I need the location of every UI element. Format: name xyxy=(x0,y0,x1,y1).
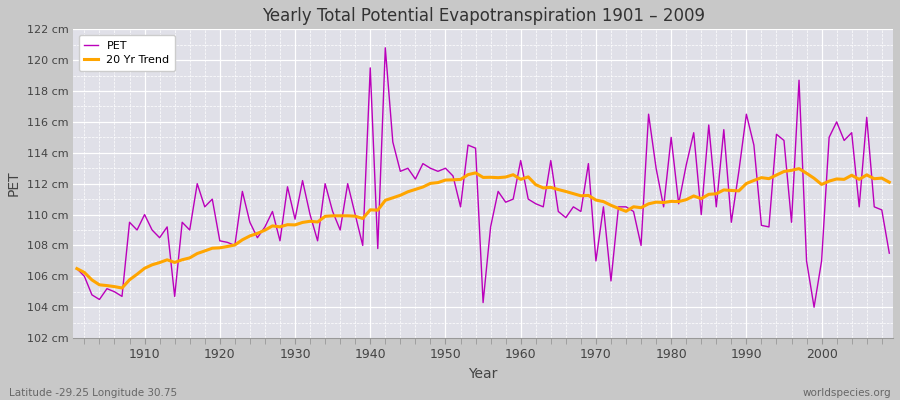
20 Yr Trend xyxy=(794,166,805,171)
Line: 20 Yr Trend: 20 Yr Trend xyxy=(76,169,889,288)
PET xyxy=(131,228,142,232)
PET xyxy=(342,181,353,186)
20 Yr Trend xyxy=(305,219,316,224)
Title: Yearly Total Potential Evapotranspiration 1901 – 2009: Yearly Total Potential Evapotranspiratio… xyxy=(262,7,705,25)
PET xyxy=(884,251,895,256)
20 Yr Trend xyxy=(516,177,526,182)
20 Yr Trend xyxy=(71,266,82,271)
PET xyxy=(523,197,534,202)
PET xyxy=(380,46,391,50)
Text: Latitude -29.25 Longitude 30.75: Latitude -29.25 Longitude 30.75 xyxy=(9,388,177,398)
20 Yr Trend xyxy=(613,206,624,211)
20 Yr Trend xyxy=(117,286,128,290)
20 Yr Trend xyxy=(140,266,150,271)
PET xyxy=(516,158,526,163)
Y-axis label: PET: PET xyxy=(7,171,21,196)
PET xyxy=(613,204,624,209)
PET xyxy=(297,178,308,183)
20 Yr Trend xyxy=(523,174,534,179)
Text: worldspecies.org: worldspecies.org xyxy=(803,388,891,398)
20 Yr Trend xyxy=(884,180,895,185)
PET xyxy=(809,305,820,310)
20 Yr Trend xyxy=(350,214,361,218)
PET xyxy=(71,266,82,271)
X-axis label: Year: Year xyxy=(468,367,498,381)
Legend: PET, 20 Yr Trend: PET, 20 Yr Trend xyxy=(78,35,176,71)
Line: PET: PET xyxy=(76,48,889,307)
